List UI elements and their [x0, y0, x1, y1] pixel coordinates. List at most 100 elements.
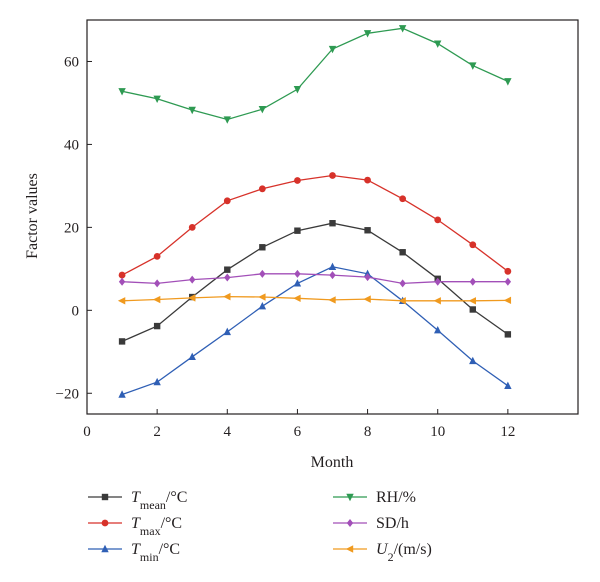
data-point	[469, 306, 476, 313]
series-1	[118, 172, 512, 279]
data-point	[329, 271, 336, 280]
series-line	[121, 174, 509, 276]
legend-item: Tmean/°C	[88, 489, 187, 512]
legend-label: SD/h	[376, 515, 409, 532]
legend-label: Tmean/°C	[131, 489, 187, 512]
x-tick-label: 10	[430, 424, 445, 440]
data-point	[504, 78, 512, 86]
data-point	[364, 273, 371, 282]
legend-marker	[346, 493, 354, 502]
data-point	[469, 241, 477, 249]
y-axis-label: Factor values	[24, 173, 41, 259]
data-point	[188, 352, 196, 360]
y-tick-label: −20	[56, 386, 79, 402]
x-axis-label: Month	[311, 454, 354, 471]
data-point	[399, 279, 406, 288]
data-point	[329, 220, 336, 227]
series-4	[118, 269, 512, 288]
data-point	[224, 266, 231, 273]
data-point	[153, 322, 161, 330]
data-point	[399, 195, 407, 203]
data-point	[504, 331, 512, 338]
y-tick-label: 0	[72, 303, 80, 319]
data-point	[258, 105, 267, 114]
data-point	[434, 40, 442, 48]
data-point	[329, 172, 336, 179]
data-point	[188, 106, 196, 115]
data-point	[504, 381, 512, 389]
data-point	[364, 176, 371, 184]
x-tick-label: 8	[364, 424, 372, 440]
legend-marker	[101, 544, 109, 553]
plot-frame	[86, 19, 579, 415]
x-tick-label: 4	[224, 424, 232, 440]
data-point	[294, 227, 301, 234]
data-point	[223, 197, 231, 205]
series-line	[121, 266, 509, 396]
data-point	[328, 296, 336, 304]
x-tick-label: 2	[153, 424, 161, 440]
data-point	[363, 295, 371, 303]
data-point	[258, 301, 267, 310]
data-point	[434, 326, 442, 334]
data-point	[117, 297, 126, 305]
x-tick-label: 12	[500, 424, 515, 440]
legend-label: Tmax/°C	[131, 515, 182, 538]
data-point	[504, 277, 512, 286]
series-line	[122, 295, 508, 302]
data-point	[468, 297, 476, 305]
legend-label: U2/(m/s)	[376, 541, 432, 564]
data-point	[503, 296, 512, 305]
series-3	[118, 25, 512, 124]
legend-item: RH/%	[333, 489, 416, 506]
data-point	[188, 223, 196, 231]
data-point	[223, 327, 231, 336]
series-layer	[117, 25, 512, 398]
data-point	[293, 86, 302, 94]
x-tick-label: 0	[83, 424, 91, 440]
data-point	[223, 116, 231, 124]
data-point	[153, 279, 161, 288]
legend-item: Tmin/°C	[88, 541, 180, 564]
legend-marker	[101, 519, 109, 527]
data-point	[118, 338, 126, 345]
data-point	[118, 88, 126, 96]
data-point	[153, 377, 161, 386]
legend-marker	[101, 493, 109, 501]
data-point	[399, 249, 406, 256]
y-tick-label: 60	[64, 54, 79, 70]
series-5	[117, 292, 512, 305]
data-point	[504, 267, 512, 275]
legend: Tmean/°C Tmax/°C Tmin/°C RH/% SD/h U2/(m/s)	[88, 489, 432, 564]
legend-label: Tmin/°C	[131, 541, 180, 564]
legend-marker	[345, 545, 354, 553]
data-point	[118, 271, 126, 279]
legend-item: U2/(m/s)	[333, 541, 432, 564]
data-point	[258, 185, 266, 193]
data-point	[294, 269, 301, 278]
data-point	[469, 277, 476, 286]
series-line	[121, 222, 509, 342]
legend-marker	[346, 519, 354, 527]
data-point	[294, 177, 301, 184]
data-point	[224, 273, 231, 282]
data-point	[328, 45, 337, 54]
legend-label: RH/%	[376, 489, 416, 506]
data-point	[469, 356, 477, 365]
data-point	[259, 269, 266, 278]
data-point	[398, 297, 406, 305]
data-point	[153, 253, 161, 260]
axes: 0 2 4 6 8 10 12 −20 0 20 40 60	[56, 19, 579, 440]
series-2	[118, 262, 512, 398]
data-point	[328, 262, 337, 270]
data-point	[433, 297, 441, 305]
data-point	[293, 279, 302, 287]
data-point	[259, 244, 266, 251]
legend-item: SD/h	[333, 515, 409, 532]
data-point	[434, 277, 441, 286]
series-line	[122, 273, 508, 285]
data-point	[434, 216, 442, 224]
legend-item: Tmax/°C	[88, 515, 182, 538]
data-point	[152, 295, 161, 304]
